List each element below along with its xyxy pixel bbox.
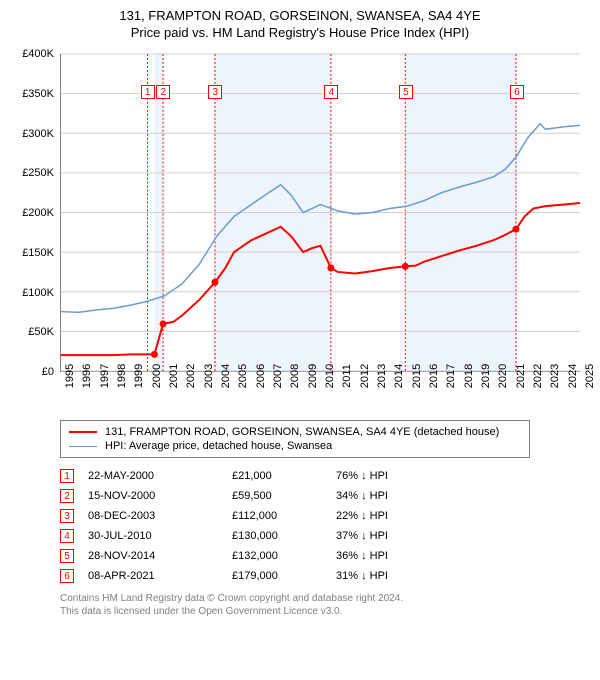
transaction-date: 08-APR-2021 xyxy=(88,570,218,582)
transaction-price: £130,000 xyxy=(232,530,322,542)
chart-marker-4: 4 xyxy=(324,85,338,99)
transaction-date: 28-NOV-2014 xyxy=(88,550,218,562)
y-axis-label: £350K xyxy=(12,88,54,100)
legend-item: HPI: Average price, detached house, Swan… xyxy=(69,439,521,453)
chart-marker-5: 5 xyxy=(399,85,413,99)
footer-line-1: Contains HM Land Registry data © Crown c… xyxy=(60,592,588,605)
transaction-marker-5: 5 xyxy=(60,549,74,563)
transaction-date: 08-DEC-2003 xyxy=(88,510,218,522)
legend-swatch xyxy=(69,431,97,433)
transaction-price: £132,000 xyxy=(232,550,322,562)
transaction-date: 22-MAY-2000 xyxy=(88,470,218,482)
transaction-date: 30-JUL-2010 xyxy=(88,530,218,542)
y-axis-label: £100K xyxy=(12,287,54,299)
y-axis-label: £400K xyxy=(12,48,54,60)
transaction-row: 1 22-MAY-2000 £21,000 76% ↓ HPI xyxy=(60,466,588,486)
transaction-delta: 31% ↓ HPI xyxy=(336,570,436,582)
title-block: 131, FRAMPTON ROAD, GORSEINON, SWANSEA, … xyxy=(12,8,588,40)
footer-line-2: This data is licensed under the Open Gov… xyxy=(60,605,588,618)
y-axis-label: £150K xyxy=(12,247,54,259)
plot-region: 12 3 4 5 6 xyxy=(60,54,580,372)
transaction-marker-2: 2 xyxy=(60,489,74,503)
legend-item: 131, FRAMPTON ROAD, GORSEINON, SWANSEA, … xyxy=(69,425,521,439)
transaction-row: 3 08-DEC-2003 £112,000 22% ↓ HPI xyxy=(60,506,588,526)
y-axis-label: £50K xyxy=(12,326,54,338)
transaction-row: 2 15-NOV-2000 £59,500 34% ↓ HPI xyxy=(60,486,588,506)
transaction-delta: 22% ↓ HPI xyxy=(336,510,436,522)
legend-label: HPI: Average price, detached house, Swan… xyxy=(105,440,332,452)
transaction-table: 1 22-MAY-2000 £21,000 76% ↓ HPI 2 15-NOV-2000… xyxy=(60,466,588,586)
transaction-marker-6: 6 xyxy=(60,569,74,583)
transaction-marker-4: 4 xyxy=(60,529,74,543)
x-axis-label: 2025 xyxy=(584,364,600,388)
transaction-date: 15-NOV-2000 xyxy=(88,490,218,502)
footer-attribution: Contains HM Land Registry data © Crown c… xyxy=(60,592,588,618)
transaction-price: £179,000 xyxy=(232,570,322,582)
transaction-marker-1: 1 xyxy=(60,469,74,483)
chart-container: 131, FRAMPTON ROAD, GORSEINON, SWANSEA, … xyxy=(0,0,600,622)
transaction-row: 4 30-JUL-2010 £130,000 37% ↓ HPI xyxy=(60,526,588,546)
transaction-row: 5 28-NOV-2014 £132,000 36% ↓ HPI xyxy=(60,546,588,566)
transaction-delta: 76% ↓ HPI xyxy=(336,470,436,482)
transaction-delta: 37% ↓ HPI xyxy=(336,530,436,542)
y-axis-label: £200K xyxy=(12,207,54,219)
transaction-marker-3: 3 xyxy=(60,509,74,523)
legend-label: 131, FRAMPTON ROAD, GORSEINON, SWANSEA, … xyxy=(105,426,499,438)
transaction-price: £59,500 xyxy=(232,490,322,502)
y-axis-label: £0 xyxy=(12,366,54,378)
transaction-delta: 34% ↓ HPI xyxy=(336,490,436,502)
transaction-price: £112,000 xyxy=(232,510,322,522)
title-address: 131, FRAMPTON ROAD, GORSEINON, SWANSEA, … xyxy=(12,8,588,23)
y-axis-label: £300K xyxy=(12,128,54,140)
transaction-price: £21,000 xyxy=(232,470,322,482)
legend: 131, FRAMPTON ROAD, GORSEINON, SWANSEA, … xyxy=(60,420,530,458)
title-subtitle: Price paid vs. HM Land Registry's House … xyxy=(12,25,588,40)
chart-marker-2: 2 xyxy=(156,85,170,99)
y-axis-label: £250K xyxy=(12,167,54,179)
chart-marker-1: 1 xyxy=(141,85,155,99)
plot-svg xyxy=(61,54,580,371)
chart-area: 12 3 4 5 6 £0 £50K £100K £150K £200K £250K £300K £3… xyxy=(12,44,588,414)
chart-marker-6: 6 xyxy=(510,85,524,99)
transaction-row: 6 08-APR-2021 £179,000 31% ↓ HPI xyxy=(60,566,588,586)
chart-marker-3: 3 xyxy=(208,85,222,99)
legend-swatch xyxy=(69,446,97,447)
transaction-delta: 36% ↓ HPI xyxy=(336,550,436,562)
